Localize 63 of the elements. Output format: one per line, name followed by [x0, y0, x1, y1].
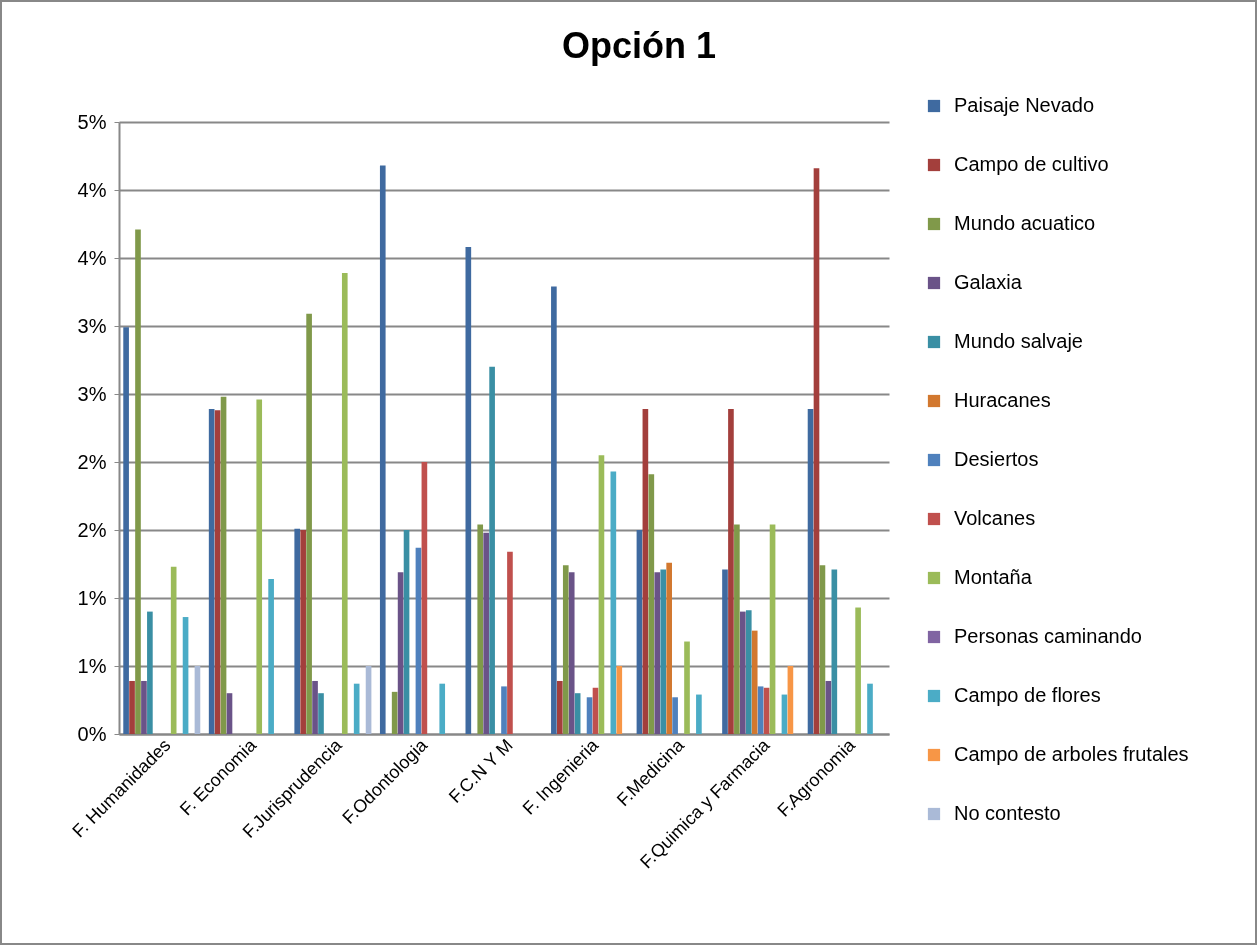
legend-label: Huracanes	[954, 389, 1051, 411]
bar	[734, 524, 740, 734]
y-tick-label: 3%	[77, 314, 107, 337]
bar	[501, 686, 507, 734]
bar	[660, 569, 667, 734]
legend-label: Paisaje Nevado	[954, 94, 1095, 116]
bar	[666, 562, 672, 734]
legend-label: Mundo acuatico	[954, 212, 1096, 234]
y-tick-label: 4%	[77, 178, 107, 201]
bar	[256, 399, 263, 734]
bar	[477, 524, 484, 734]
legend-label: Desiertos	[954, 448, 1039, 470]
bar	[696, 694, 702, 734]
legend-label: Campo de arboles frutales	[954, 743, 1189, 765]
legend-label: Mundo salvaje	[954, 330, 1083, 352]
y-tick-label: 2%	[77, 450, 107, 473]
bar	[867, 683, 873, 734]
legend-label: Galaxia	[954, 271, 1023, 293]
legend-label: Volcanes	[954, 507, 1036, 529]
bar	[507, 551, 513, 734]
bar	[135, 229, 141, 734]
bar	[489, 366, 495, 734]
bar	[855, 607, 861, 734]
bar	[318, 693, 324, 734]
legend-label: Montaña	[954, 566, 1033, 588]
bar	[379, 165, 386, 734]
bar	[722, 569, 728, 734]
bar	[616, 666, 623, 734]
bar	[740, 611, 746, 734]
bar	[551, 286, 557, 734]
y-tick-label: 1%	[77, 654, 107, 677]
y-tick-label: 2%	[77, 518, 107, 541]
y-tick-label: 4%	[77, 246, 107, 269]
legend-label: Campo de cultivo	[954, 153, 1109, 175]
bar	[341, 272, 348, 734]
bar	[745, 610, 752, 734]
bar	[147, 611, 153, 734]
bar	[654, 572, 661, 734]
bar	[751, 630, 758, 734]
bar	[129, 680, 135, 734]
legend-label: Campo de flores	[954, 684, 1101, 706]
y-tick-label: 3%	[77, 382, 107, 405]
bar	[562, 565, 569, 734]
bar	[568, 572, 575, 734]
y-tick-label: 1%	[77, 586, 107, 609]
bar	[557, 680, 563, 734]
chart-title: Opción 1	[561, 25, 717, 66]
bar	[439, 683, 446, 734]
bar	[268, 578, 274, 734]
bar	[300, 530, 306, 734]
bar	[306, 313, 312, 734]
bar	[483, 532, 489, 734]
bar	[123, 327, 129, 734]
bar	[141, 680, 147, 734]
y-tick-label: 5%	[77, 110, 107, 133]
legend-label: Personas caminando	[954, 625, 1142, 647]
bar	[312, 680, 318, 734]
bar	[672, 697, 678, 734]
legend-label: No contesto	[954, 802, 1061, 824]
y-tick-label: 0%	[77, 722, 107, 745]
bar	[684, 641, 690, 734]
bar	[294, 528, 301, 734]
bar	[728, 408, 734, 734]
